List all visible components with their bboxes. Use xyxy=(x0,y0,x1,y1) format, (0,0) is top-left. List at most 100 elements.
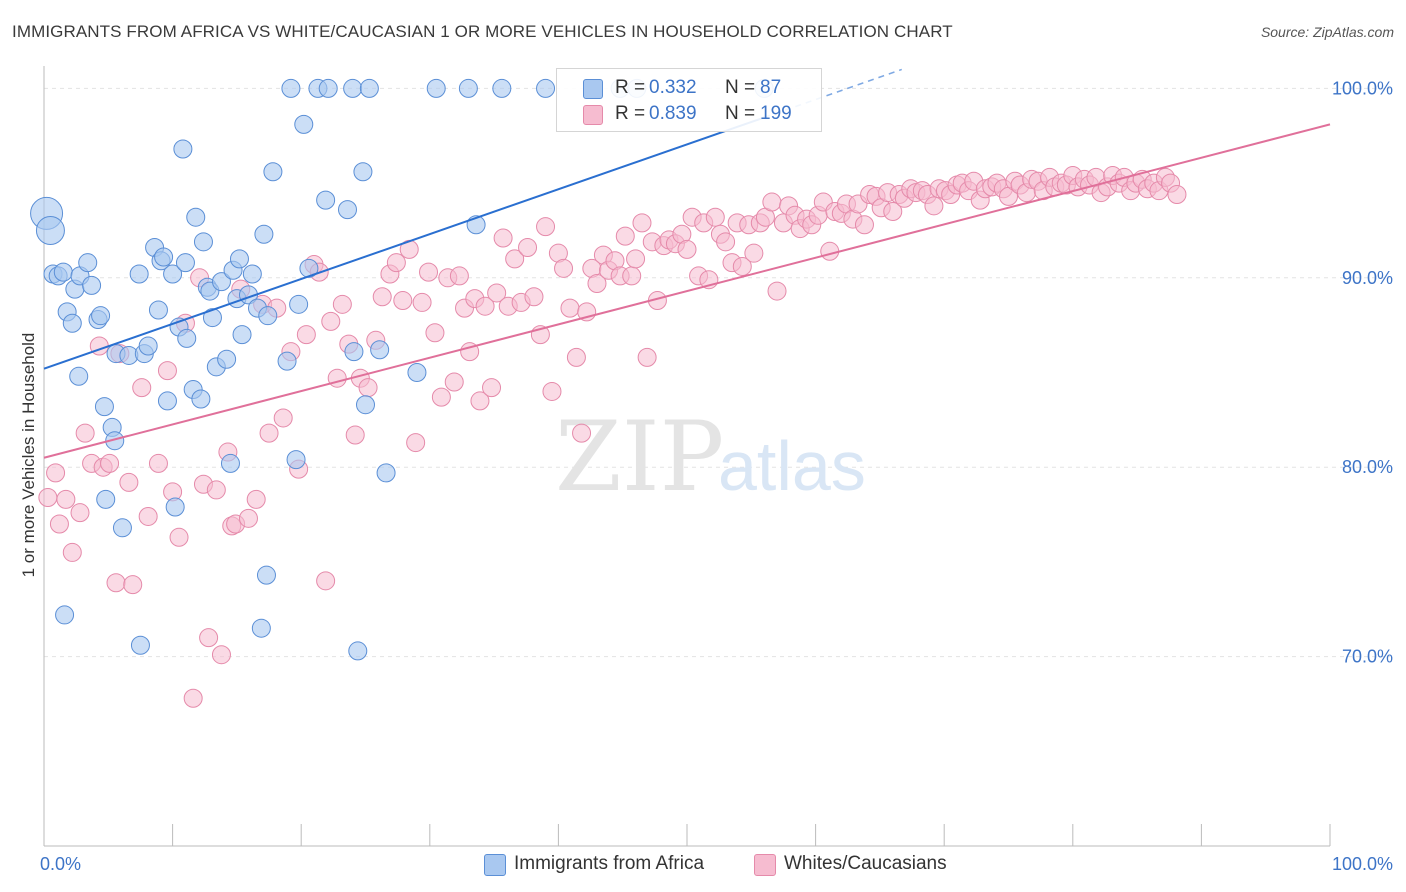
legend-swatch-whites xyxy=(754,854,776,876)
data-point-africa xyxy=(35,215,65,245)
data-point-africa xyxy=(154,247,174,267)
legend-r-label: R = xyxy=(615,77,646,98)
x-tick-label: 100.0% xyxy=(1332,854,1393,874)
data-point-africa xyxy=(138,336,158,356)
data-point-whites xyxy=(148,453,168,473)
data-point-whites xyxy=(566,347,586,367)
data-point-whites xyxy=(518,238,538,258)
data-point-whites xyxy=(615,226,635,246)
data-point-africa xyxy=(229,249,249,269)
data-point-africa xyxy=(105,431,125,451)
data-point-whites xyxy=(49,514,69,534)
data-point-whites xyxy=(393,291,413,311)
data-point-africa xyxy=(356,395,375,415)
y-axis-label: 1 or more Vehicles in Household xyxy=(19,333,38,578)
legend-n-value: 87 xyxy=(760,77,782,98)
data-point-africa xyxy=(458,78,478,98)
data-point-africa xyxy=(359,78,379,98)
watermark-atlas: atlas xyxy=(718,427,866,505)
legend-swatch-africa xyxy=(583,79,603,99)
data-point-whites xyxy=(345,425,365,445)
data-point-africa xyxy=(186,207,206,227)
data-point-whites xyxy=(132,378,152,398)
data-point-whites xyxy=(358,378,378,398)
data-point-whites xyxy=(321,311,341,331)
data-point-africa xyxy=(426,78,446,98)
legend-r-value: 0.839 xyxy=(649,103,697,124)
data-point-whites xyxy=(677,239,697,259)
data-point-whites xyxy=(536,217,556,237)
tick-labels: 100.0% 90.0% 80.0% 70.0% 0.0% 100.0% xyxy=(40,78,1393,874)
legend-n-label: N = xyxy=(725,103,756,124)
trend-line-whites xyxy=(43,123,1331,459)
data-point-whites xyxy=(62,542,82,562)
data-point-whites xyxy=(332,294,352,314)
data-point-africa xyxy=(337,200,357,220)
data-point-africa xyxy=(191,389,211,409)
data-point-africa xyxy=(78,253,98,273)
data-point-whites xyxy=(767,281,787,301)
data-point-africa xyxy=(91,306,111,326)
data-point-africa xyxy=(82,275,102,295)
data-point-whites xyxy=(572,423,592,443)
data-point-whites xyxy=(259,423,279,443)
y-tick-label: 90.0% xyxy=(1342,268,1393,288)
data-point-whites xyxy=(493,228,513,248)
data-point-africa xyxy=(211,272,231,292)
data-point-whites xyxy=(587,273,607,293)
data-point-whites xyxy=(883,202,903,222)
data-point-africa xyxy=(289,294,309,314)
data-point-whites xyxy=(296,325,316,345)
grid-lines xyxy=(44,87,1390,658)
data-point-africa xyxy=(316,190,336,210)
legend-r-value: 0.332 xyxy=(649,77,697,98)
data-point-whites xyxy=(716,232,736,252)
data-point-africa xyxy=(157,391,177,411)
data-point-whites xyxy=(316,571,336,591)
data-point-whites xyxy=(475,296,495,316)
legend-swatch-africa xyxy=(484,854,506,876)
data-point-africa xyxy=(62,313,82,333)
data-point-africa xyxy=(407,363,427,383)
data-point-africa xyxy=(348,641,368,661)
data-point-whites xyxy=(622,266,642,286)
series-africa-points xyxy=(30,78,774,661)
watermark-zip: ZIP xyxy=(555,401,724,513)
trend-line-africa xyxy=(43,116,765,370)
data-point-africa xyxy=(112,518,132,538)
data-point-whites xyxy=(554,258,574,278)
data-point-whites xyxy=(123,575,143,595)
data-point-africa xyxy=(193,232,213,252)
axes xyxy=(43,66,1331,847)
data-point-africa xyxy=(277,351,297,371)
data-point-africa xyxy=(129,264,149,284)
data-point-whites xyxy=(487,283,507,303)
data-point-africa xyxy=(232,325,252,345)
y-tick-label: 80.0% xyxy=(1342,457,1393,477)
data-point-whites xyxy=(183,688,203,708)
legend-n-value: 199 xyxy=(760,103,792,124)
data-point-africa xyxy=(55,605,75,625)
data-point-africa xyxy=(94,397,114,417)
data-point-africa xyxy=(281,78,301,98)
source-label: Source: ZipAtlas.com xyxy=(1260,24,1394,40)
data-point-whites xyxy=(273,408,293,428)
y-tick-label: 100.0% xyxy=(1332,78,1393,98)
data-point-whites xyxy=(412,292,432,312)
data-point-africa xyxy=(130,635,150,655)
data-point-africa xyxy=(258,306,278,326)
data-point-whites xyxy=(100,453,120,473)
data-point-africa xyxy=(217,349,237,369)
data-point-africa xyxy=(343,78,363,98)
data-point-africa xyxy=(177,328,197,348)
legend-r-label: R = xyxy=(615,103,646,124)
y-tick-label: 70.0% xyxy=(1342,647,1393,667)
legend-row-africa: R = 0.332 N = 87 xyxy=(557,75,821,101)
chart-title: IMMIGRANTS FROM AFRICA VS WHITE/CAUCASIA… xyxy=(12,22,953,41)
data-point-africa xyxy=(69,366,89,386)
data-point-whites xyxy=(470,391,490,411)
data-point-whites xyxy=(419,262,439,282)
data-point-africa xyxy=(165,497,185,517)
data-point-africa xyxy=(353,162,373,182)
